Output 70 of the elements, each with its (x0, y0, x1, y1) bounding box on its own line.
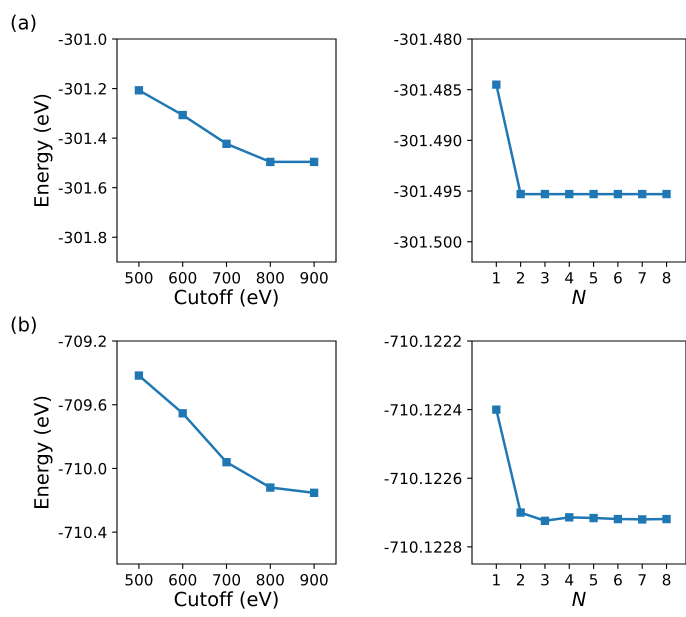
x-tick-label: 5 (590, 272, 598, 284)
point (222, 458, 231, 466)
x-tick-label: 3 (541, 272, 549, 284)
y-tick-label: -301.480 (394, 33, 462, 46)
y-tick-label: -301.485 (394, 84, 461, 96)
x-tick-label: 4 (565, 574, 574, 586)
x-axis-title: N (572, 592, 586, 606)
y-tick-label: -710.1228 (384, 541, 462, 553)
y-axis-title: Energy (eV) (34, 94, 52, 206)
x-tick-label: 3 (541, 574, 549, 586)
point (565, 513, 574, 522)
y-tick-label: -301.4 (58, 132, 106, 144)
y-tick-label: -301.490 (394, 134, 462, 146)
text: (a) (12, 14, 36, 32)
point (310, 158, 318, 166)
y-tick-label: -301.495 (394, 186, 461, 198)
point (614, 514, 622, 524)
x-tick-label: 700 (213, 574, 240, 586)
y-tick-label: -709.2 (58, 335, 106, 348)
x-tick-label: 6 (614, 272, 622, 284)
x-tick-label: 500 (126, 272, 152, 284)
y-axis-title: Energy (eV) (34, 396, 52, 508)
point (266, 158, 274, 166)
x-tick-label: 6 (614, 574, 622, 586)
y-tick-label: -301.8 (58, 232, 106, 244)
text: (b) (12, 316, 36, 334)
point (638, 515, 646, 524)
point (310, 488, 318, 497)
x-axis-title: Cutoff (eV) (174, 591, 278, 609)
point (134, 86, 144, 94)
x-tick-label: 600 (169, 574, 196, 586)
x-axis-title: N (572, 290, 586, 304)
x-tick-label: 8 (662, 574, 670, 586)
point (492, 405, 500, 414)
x-tick-label: 800 (256, 574, 284, 586)
y-tick-label: -709.6 (58, 399, 106, 411)
point (178, 110, 187, 120)
point (134, 371, 144, 380)
y-tick-label: -301.6 (58, 182, 106, 194)
point (540, 516, 550, 525)
y-tick-label: -301.500 (394, 236, 462, 248)
x-tick-label: 1 (493, 574, 500, 586)
y-tick-label: -710.1226 (384, 472, 462, 484)
y-tick-label: -301.0 (58, 33, 106, 46)
x-tick-label: 600 (169, 272, 196, 284)
y-tick-label: -710.1224 (384, 404, 462, 416)
x-tick-label: 900 (300, 574, 328, 586)
y-tick-label: -710.0 (58, 462, 106, 474)
x-tick-label: 800 (256, 272, 284, 284)
x-tick-label: 2 (516, 272, 524, 284)
y-tick-label: -710.1222 (384, 335, 461, 348)
point (589, 514, 598, 522)
point (222, 140, 231, 148)
x-tick-label: 7 (638, 574, 646, 586)
x-tick-label: 5 (590, 574, 598, 586)
point (516, 508, 525, 517)
x-tick-label: 500 (126, 574, 152, 586)
x-tick-label: 4 (565, 272, 574, 284)
x-tick-label: 900 (300, 272, 328, 284)
x-tick-label: 7 (638, 272, 646, 284)
point (662, 514, 671, 524)
point (178, 409, 187, 418)
y-tick-label: -301.2 (58, 83, 106, 95)
x-tick-label: 2 (516, 574, 524, 586)
x-tick-label: 8 (662, 272, 670, 284)
point (266, 483, 274, 492)
x-tick-label: 1 (493, 272, 500, 284)
x-axis-title: Cutoff (eV) (174, 289, 278, 307)
x-tick-label: 700 (213, 272, 240, 284)
y-tick-label: -710.4 (58, 526, 106, 538)
